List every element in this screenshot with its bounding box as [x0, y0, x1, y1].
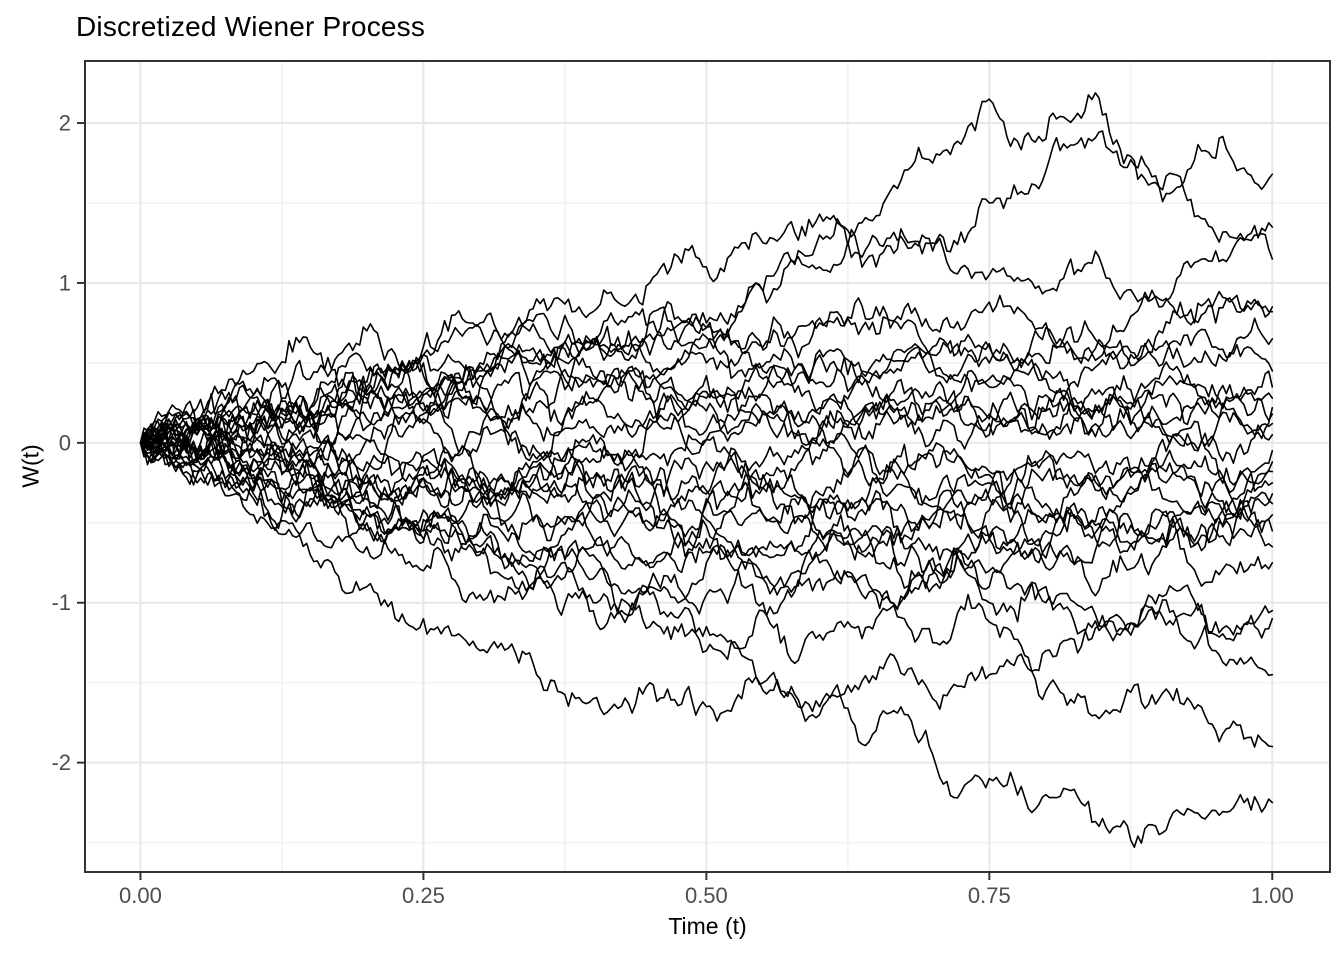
- wiener-path: [139, 222, 1274, 462]
- wiener-path: [139, 427, 1274, 617]
- wiener-path: [139, 441, 1274, 673]
- panel-border: [84, 60, 1331, 873]
- paths-group: [139, 92, 1274, 849]
- wiener-path: [139, 375, 1274, 465]
- x-axis-title: Time (t): [668, 913, 747, 939]
- wiener-path: [139, 213, 1274, 464]
- wiener-path: [139, 440, 1274, 748]
- wiener-path: [139, 433, 1274, 617]
- y-tick-label: 0: [59, 430, 71, 455]
- wiener-path: [139, 308, 1274, 451]
- wiener-path: [139, 392, 1274, 469]
- y-tick-label: -2: [51, 750, 71, 775]
- wiener-path: [139, 130, 1274, 457]
- plot-title: Discretized Wiener Process: [76, 11, 426, 42]
- x-tick-label: 1.00: [1251, 883, 1294, 908]
- y-tick-label: 1: [59, 270, 71, 295]
- wiener-path: [139, 432, 1274, 849]
- wiener-path: [139, 364, 1274, 459]
- wiener-path: [139, 415, 1274, 552]
- x-tick-label: 0.25: [402, 883, 445, 908]
- x-tick-label: 0.75: [968, 883, 1011, 908]
- wiener-path: [139, 317, 1274, 460]
- y-tick-label: -1: [51, 590, 71, 615]
- x-tick-label: 0.00: [119, 883, 162, 908]
- wiener-path: [139, 423, 1274, 561]
- wiener-path: [139, 414, 1274, 677]
- wiener-path: [139, 322, 1274, 444]
- x-tick-label: 0.50: [685, 883, 728, 908]
- y-axis-title: W(t): [17, 444, 44, 488]
- y-tick-label: 2: [59, 111, 71, 136]
